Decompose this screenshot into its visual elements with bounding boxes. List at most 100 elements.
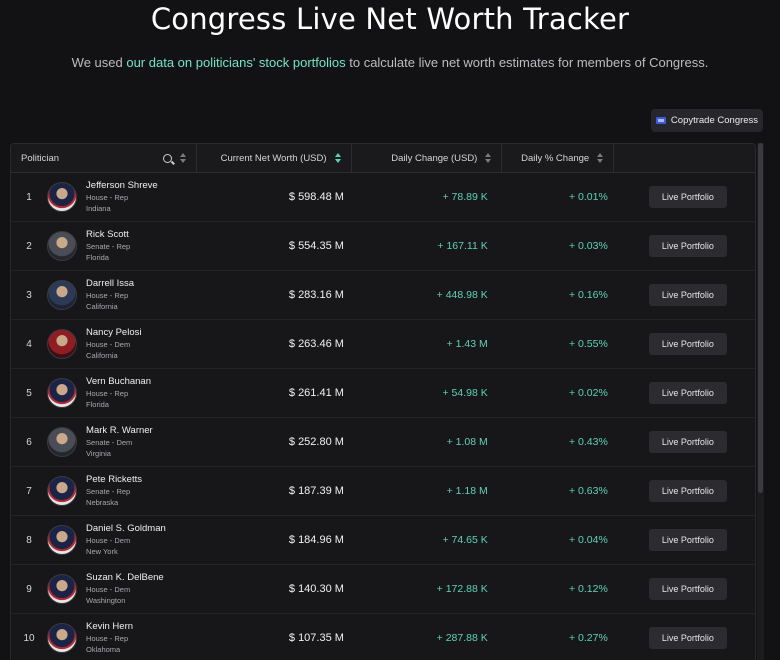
net-worth-column-label: Current Net Worth (USD) [220,152,327,164]
live-portfolio-button[interactable]: Live Portfolio [648,578,727,600]
rank: 6 [26,436,32,448]
sort-icon[interactable] [485,153,492,163]
flag-icon [655,117,666,124]
live-portfolio-button[interactable]: Live Portfolio [648,480,727,502]
table-row[interactable]: 1 Jefferson Shreve House - Rep Indiana $ 5… [11,173,755,222]
table-row[interactable]: 2 Rick Scott Senate - Rep Florida $ 554.35… [11,222,755,271]
copytrade-congress-button[interactable]: Copytrade Congress [651,109,763,132]
rank: 4 [26,338,32,350]
net-worth-value: $ 283.16 M [288,289,344,301]
politician-state: Nebraska [86,498,119,507]
scrollbar-thumb[interactable] [758,143,763,493]
net-worth-value: $ 107.35 M [288,632,344,644]
politician-state: Oklahoma [86,645,121,654]
daily-change-value: + 78.89 K [442,191,488,203]
table-row[interactable]: 9 Suzan K. DelBene House - Dem Washington … [11,565,755,614]
politician-name[interactable]: Darrell Issa [86,278,135,289]
table-row[interactable]: 4 Nancy Pelosi House - Dem California $ 26… [11,320,755,369]
column-header-daily-pct[interactable]: Daily % Change [502,144,615,172]
daily-pct-column-label: Daily % Change [521,152,590,164]
politician-name[interactable]: Jefferson Shreve [86,180,158,191]
live-portfolio-button[interactable]: Live Portfolio [648,284,727,306]
rank: 8 [26,534,32,546]
net-worth-value: $ 598.48 M [288,191,344,203]
portfolio-data-link[interactable]: our data on politicians' stock portfolio… [126,55,346,70]
daily-pct-value: + 0.03% [569,240,608,252]
politician-name[interactable]: Mark R. Warner [86,425,153,436]
avatar [47,329,78,359]
politician-chamber: House - Rep [86,291,129,300]
politician-state: California [86,351,118,360]
politician-chamber: House - Rep [86,193,129,202]
page-title: Congress Live Net Worth Tracker [150,2,630,36]
daily-change-value: + 287.88 K [436,632,488,644]
net-worth-value: $ 554.35 M [288,240,344,252]
sort-icon[interactable] [597,153,604,163]
avatar [47,378,78,408]
politician-chamber: House - Dem [86,340,131,349]
table-scrollbar[interactable] [757,143,764,660]
avatar [47,476,78,506]
rank: 1 [26,191,32,203]
table-body: 1 Jefferson Shreve House - Rep Indiana $ 5… [11,173,755,660]
politician-chamber: House - Rep [86,634,129,643]
politician-name[interactable]: Pete Ricketts [86,474,142,485]
net-worth-value: $ 140.30 M [288,583,344,595]
politician-name[interactable]: Vern Buchanan [86,376,152,387]
table-row[interactable]: 3 Darrell Issa House - Rep California $ 28… [11,271,755,320]
subtitle-prefix: We used [71,55,127,70]
politician-name[interactable]: Daniel S. Goldman [86,523,166,534]
daily-change-column-label: Daily Change (USD) [391,152,478,164]
live-portfolio-button[interactable]: Live Portfolio [648,333,727,355]
politician-chamber: House - Dem [86,536,131,545]
avatar [47,525,78,555]
live-portfolio-button[interactable]: Live Portfolio [648,627,727,649]
avatar [47,182,78,212]
daily-change-value: + 1.43 M [446,338,488,350]
avatar [47,623,78,653]
net-worth-table: Politician Current Net Worth (USD) Daily… [10,143,756,660]
live-portfolio-button[interactable]: Live Portfolio [648,382,727,404]
live-portfolio-button[interactable]: Live Portfolio [648,529,727,551]
net-worth-value: $ 263.46 M [288,338,344,350]
copytrade-label: Copytrade Congress [670,115,759,126]
politician-state: Virginia [86,449,111,458]
politician-name[interactable]: Rick Scott [86,229,129,240]
search-icon[interactable] [162,153,172,163]
table-row[interactable]: 7 Pete Ricketts Senate - Rep Nebraska $ 18… [11,467,755,516]
column-header-daily-change[interactable]: Daily Change (USD) [352,144,503,172]
daily-pct-value: + 0.12% [569,583,608,595]
daily-pct-value: + 0.27% [569,632,608,644]
daily-pct-value: + 0.63% [569,485,608,497]
sort-icon[interactable] [179,153,186,163]
live-portfolio-button[interactable]: Live Portfolio [648,186,727,208]
daily-pct-value: + 0.04% [569,534,608,546]
politician-chamber: House - Rep [86,389,129,398]
page-subtitle: We used our data on politicians' stock p… [0,55,780,70]
daily-change-value: + 54.98 K [442,387,488,399]
rank: 9 [26,583,32,595]
table-row[interactable]: 6 Mark R. Warner Senate - Dem Virginia $ 2… [11,418,755,467]
daily-change-value: + 448.98 K [436,289,488,301]
politician-chamber: House - Dem [86,585,131,594]
politician-name[interactable]: Nancy Pelosi [86,327,142,338]
net-worth-value: $ 187.39 M [288,485,344,497]
live-portfolio-button[interactable]: Live Portfolio [648,235,727,257]
table-row[interactable]: 5 Vern Buchanan House - Rep Florida $ 261.… [11,369,755,418]
daily-change-value: + 1.08 M [446,436,488,448]
table-row[interactable]: 10 Kevin Hern House - Rep Oklahoma $ 107.3… [11,614,755,660]
rank: 7 [26,485,32,497]
politician-chamber: Senate - Dem [86,438,133,447]
column-header-politician[interactable]: Politician [11,144,197,172]
politician-state: Washington [86,596,126,605]
net-worth-value: $ 184.96 M [288,534,344,546]
politician-name[interactable]: Kevin Hern [86,621,134,632]
sort-active-icon[interactable] [334,153,341,163]
table-row[interactable]: 8 Daniel S. Goldman House - Dem New York $… [11,516,755,565]
politician-state: Florida [86,400,109,409]
politician-name[interactable]: Suzan K. DelBene [86,572,164,583]
politician-column-label: Politician [21,152,60,164]
live-portfolio-button[interactable]: Live Portfolio [648,431,727,453]
column-header-net-worth[interactable]: Current Net Worth (USD) [197,144,352,172]
rank: 3 [26,289,32,301]
